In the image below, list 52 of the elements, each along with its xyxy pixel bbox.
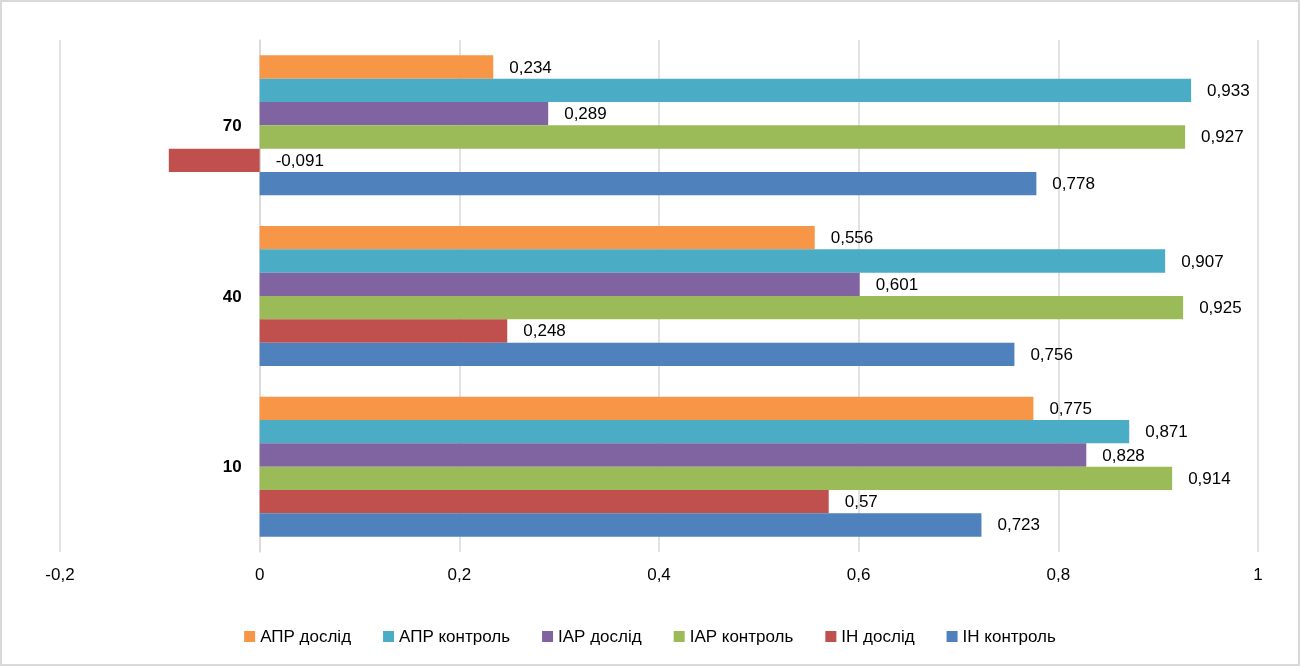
- data-label: 0,756: [1030, 344, 1073, 364]
- legend-label: АПР дослід: [260, 627, 352, 646]
- bar: [259, 489, 829, 514]
- bar: [259, 342, 1015, 366]
- data-label: 0,907: [1181, 251, 1224, 271]
- bar: [259, 125, 1186, 149]
- y-tick-label: 70: [222, 115, 242, 135]
- data-label: 0,556: [830, 228, 874, 248]
- bar: [259, 513, 982, 537]
- data-label: 0,828: [1102, 445, 1145, 465]
- data-label: 0,933: [1207, 80, 1250, 100]
- bar: [259, 226, 815, 250]
- data-label: 0,778: [1052, 174, 1095, 194]
- bar: [259, 171, 1037, 196]
- y-tick-label: 10: [222, 457, 242, 477]
- legend-label: ІАР контроль: [689, 627, 794, 646]
- data-label: 0,723: [997, 515, 1041, 535]
- x-tick-label: 0,8: [1046, 565, 1071, 584]
- legend-label: ІН дослід: [841, 627, 915, 646]
- data-label: 0,914: [1188, 468, 1231, 488]
- y-tick-label: 40: [222, 286, 242, 306]
- legend-label: АПР контроль: [399, 627, 511, 646]
- data-label: -0,091: [275, 150, 324, 170]
- bar: [259, 443, 1087, 467]
- data-label: 0,248: [523, 321, 566, 341]
- bar: [259, 396, 1034, 421]
- bar: [259, 249, 1166, 273]
- bar: [168, 148, 260, 172]
- x-tick-label: -0,2: [45, 565, 75, 584]
- data-label: 0,601: [875, 274, 919, 294]
- data-label: 0,57: [844, 492, 878, 512]
- data-label: 0,234: [509, 57, 552, 77]
- bar: [259, 420, 1130, 444]
- bar: [259, 78, 1192, 103]
- bar: [259, 102, 549, 126]
- bar: [259, 296, 1184, 320]
- data-label: 0,871: [1145, 422, 1188, 442]
- bar: [259, 272, 860, 296]
- x-tick-label: 1: [1253, 565, 1263, 584]
- data-label: 0,289: [564, 104, 607, 124]
- bar: [259, 319, 508, 343]
- data-label: 0,925: [1199, 298, 1242, 318]
- bar: [259, 55, 494, 79]
- data-label: 0,927: [1201, 127, 1244, 147]
- legend-label: ІАР дослід: [558, 627, 642, 646]
- x-tick-label: 0,4: [647, 565, 671, 584]
- x-tick-label: 0,2: [447, 565, 472, 584]
- bar: [259, 466, 1173, 490]
- data-label: 0,775: [1049, 398, 1092, 418]
- x-tick-label: 0: [254, 565, 265, 584]
- x-tick-label: 0,6: [846, 565, 871, 584]
- legend-label: ІН контроль: [962, 627, 1057, 646]
